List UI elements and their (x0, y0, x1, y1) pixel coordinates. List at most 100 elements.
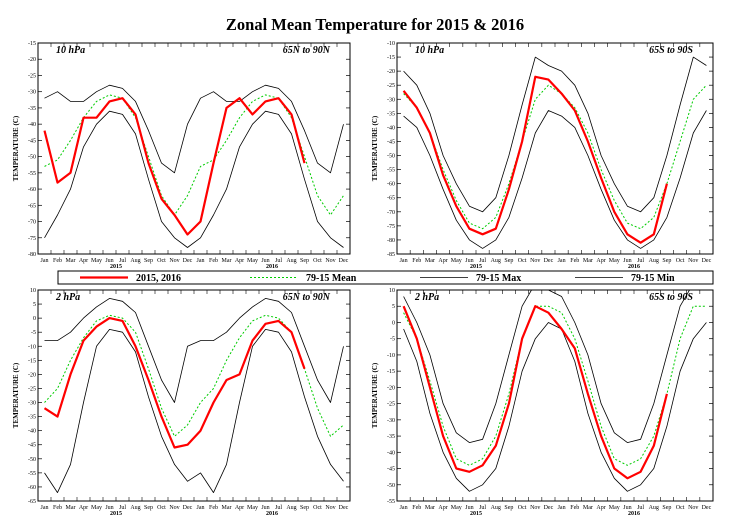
y-tick-label: -55 (28, 471, 36, 477)
legend-box (57, 270, 714, 285)
x-tick-label: Apr (438, 258, 447, 264)
panel-2: -85 -80 -75 -70 -65 -60 -55 -50 -45 -40 -35 -30 -25 -… (371, 41, 714, 270)
y-tick-label: -35 (387, 434, 395, 440)
x-tick-label: May (247, 505, 258, 511)
y-tick-label: -40 (387, 125, 395, 131)
panel-3: -65-60-55-50-45-40-35-30-25-20-15-10-505… (12, 288, 351, 517)
x-tick-label: Feb (209, 258, 218, 264)
x-tick-label: Nov (688, 258, 698, 264)
chart-title: Zonal Mean Temperature for 2015 & 2016 (226, 15, 524, 34)
plot-frame (396, 42, 714, 255)
y-tick-label: -70 (387, 210, 395, 216)
legend-label-mean: 79-15 Mean (306, 273, 357, 284)
x-tick-label: Jul (637, 258, 644, 264)
series-max-line (44, 298, 344, 403)
x-tick-label: Mar (583, 505, 593, 511)
y-tick-label: -55 (387, 499, 395, 505)
y-tick-label: -5 (31, 330, 36, 336)
series-mean-line (403, 84, 707, 230)
x-tick-label: Jul (119, 258, 126, 264)
y-tick-label: -25 (28, 386, 36, 392)
x-tick-label: Apr (235, 258, 244, 264)
pressure-label: 2 hPa (414, 292, 439, 303)
y-tick-label: -20 (387, 69, 395, 75)
x-tick-label: Sep (662, 258, 671, 264)
x-tick-label: Dec (702, 258, 712, 264)
y-tick-label: -65 (387, 196, 395, 202)
series-lines (402, 56, 707, 249)
pressure-label: 2 hPa (55, 292, 80, 303)
x-tick-label: Mar (425, 258, 435, 264)
x-tick-label: Feb (412, 258, 421, 264)
x-tick-label: Nov (530, 505, 540, 511)
y-tick-label: -65 (28, 203, 36, 209)
series-min-line (44, 110, 344, 248)
x-tick-label: May (451, 258, 462, 264)
y-tick-label: -60 (387, 182, 395, 188)
x-tick-label: Aug (491, 505, 501, 511)
y-tick-label: -5 (390, 337, 395, 343)
x-tick-label: Jun (261, 505, 269, 511)
x-tick-label: Sep (504, 505, 513, 511)
series-max-line (403, 56, 707, 213)
y-tick-label: -20 (387, 385, 395, 391)
series-actual-line (402, 75, 668, 244)
y-tick-label: -30 (387, 97, 395, 103)
series-min-line (44, 329, 344, 493)
x-tick-label: Dec (183, 258, 193, 264)
x-tick-label: Jun (105, 505, 113, 511)
y-tick-label: -25 (387, 402, 395, 408)
legend-label-actual: 2015, 2016 (136, 273, 181, 284)
y-tick-label: -45 (28, 138, 36, 144)
x-tick-label: Sep (504, 258, 513, 264)
x-tick-label: Jul (275, 505, 282, 511)
y-tick-label: -85 (387, 252, 395, 258)
y-tick-label: -10 (387, 41, 395, 47)
y-tick-label: -40 (387, 450, 395, 456)
region-label: 65N to 90N (283, 292, 331, 303)
series-actual-line (43, 97, 306, 236)
series-max-line (44, 84, 344, 174)
x-tick-label: Mar (425, 505, 435, 511)
x-tick-label: Apr (79, 505, 88, 511)
y-tick-label: -40 (28, 122, 36, 128)
x-tick-label: May (91, 505, 102, 511)
y-tick-label: -25 (387, 83, 395, 89)
x-tick-label: Nov (688, 505, 698, 511)
x-tick-label: Dec (544, 258, 554, 264)
x-tick-label: May (451, 505, 462, 511)
x-tick-label: Apr (596, 258, 605, 264)
pressure-label: 10 hPa (415, 45, 444, 56)
year-label: 2015 (110, 264, 122, 270)
series-min-line (403, 110, 707, 249)
x-tick-label: Dec (339, 505, 349, 511)
x-tick-label: May (247, 258, 258, 264)
y-tick-label: -15 (387, 369, 395, 375)
x-tick-label: Jul (479, 505, 486, 511)
x-tick-label: Mar (222, 258, 232, 264)
year-label: 2016 (266, 264, 278, 270)
y-tick-label: -20 (28, 57, 36, 63)
x-tick-label: Apr (438, 505, 447, 511)
y-tick-label: -25 (28, 73, 36, 79)
x-tick-label: Aug (130, 505, 140, 511)
series-actual-line (43, 317, 306, 449)
x-tick-label: Oct (676, 258, 685, 264)
x-tick-label: Mar (66, 505, 76, 511)
y-tick-label: -40 (28, 429, 36, 435)
x-tick-label: Dec (702, 505, 712, 511)
year-label: 2016 (628, 511, 640, 517)
x-tick-label: Jan (197, 258, 205, 264)
x-tick-label: Dec (544, 505, 554, 511)
panel-1: -80 -75 -70 -65 -60 -55 -50 -45 -40 -35 -30 -25 -20 -… (12, 41, 351, 270)
x-tick-label: Jan (41, 258, 49, 264)
y-axis-label: TEMPERATURE (C) (12, 115, 20, 181)
y-tick-label: -35 (28, 106, 36, 112)
x-tick-label: Nov (530, 258, 540, 264)
x-tick-label: Oct (313, 258, 322, 264)
y-tick-label: -10 (28, 344, 36, 350)
x-tick-label: Mar (66, 258, 76, 264)
x-tick-label: Jul (479, 258, 486, 264)
x-tick-label: Feb (53, 258, 62, 264)
